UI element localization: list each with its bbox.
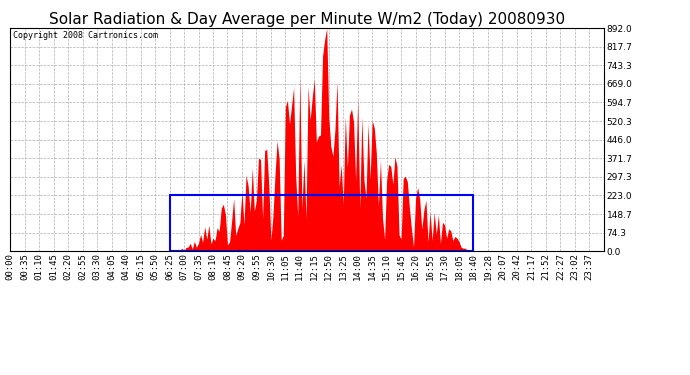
- Title: Solar Radiation & Day Average per Minute W/m2 (Today) 20080930: Solar Radiation & Day Average per Minute…: [49, 12, 565, 27]
- Text: Copyright 2008 Cartronics.com: Copyright 2008 Cartronics.com: [13, 32, 158, 40]
- Bar: [170, 195, 473, 251]
